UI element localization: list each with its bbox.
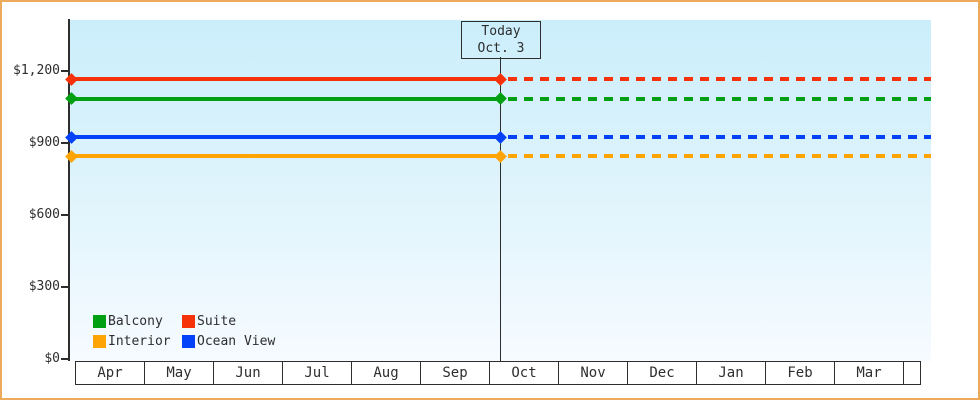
legend-swatch-ocean-view <box>182 335 195 348</box>
legend-swatch-suite <box>182 315 195 328</box>
y-tick-label: $900 <box>28 135 60 150</box>
legend: Balcony Suite Interior Ocean View <box>93 313 275 350</box>
series-line-dashed-suite <box>508 77 931 82</box>
x-axis-months: Apr May Jun Jul Aug Sep Oct Nov Dec Jan Feb Mar <box>75 361 921 385</box>
month-cell-jul: Jul <box>282 361 352 385</box>
month-cell-feb: Feb <box>765 361 835 385</box>
month-cell-may: May <box>144 361 214 385</box>
month-cell-nov: Nov <box>558 361 628 385</box>
month-cell-aug: Aug <box>351 361 421 385</box>
legend-label-interior: Interior <box>108 334 171 349</box>
legend-label-suite: Suite <box>197 314 237 329</box>
legend-item-balcony: Balcony <box>93 313 182 330</box>
legend-swatch-interior <box>93 335 106 348</box>
legend-label-ocean-view: Ocean View <box>197 334 276 349</box>
series-line-dashed-interior <box>508 154 931 159</box>
y-tick-label: $0 <box>44 351 60 366</box>
y-tick-label: $300 <box>28 279 60 294</box>
y-tick-mark <box>61 358 68 360</box>
today-annotation-line1: Today <box>481 24 521 39</box>
series-line-dashed-ocean-view <box>508 135 931 139</box>
series-line-solid-suite <box>70 77 500 82</box>
legend-item-ocean-view: Ocean View <box>182 333 275 350</box>
legend-swatch-balcony <box>93 315 106 328</box>
series-line-solid-balcony <box>70 96 500 101</box>
month-cell-apr: Apr <box>75 361 145 385</box>
legend-label-balcony: Balcony <box>108 314 163 329</box>
legend-item-interior: Interior <box>93 333 182 350</box>
y-tick-mark <box>61 70 68 72</box>
month-cell-mar: Mar <box>834 361 904 385</box>
month-cell-stub <box>903 361 921 385</box>
legend-item-suite: Suite <box>182 313 275 330</box>
series-line-solid-ocean-view <box>70 135 500 139</box>
month-cell-sep: Sep <box>420 361 490 385</box>
y-axis <box>68 19 70 361</box>
today-annotation: Today Oct. 3 <box>461 21 541 59</box>
series-line-solid-interior <box>70 154 500 159</box>
today-annotation-line2: Oct. 3 <box>477 41 525 56</box>
month-cell-jun: Jun <box>213 361 283 385</box>
today-marker-line <box>500 57 501 361</box>
y-tick-label: $600 <box>28 207 60 222</box>
month-cell-oct: Oct <box>489 361 559 385</box>
month-cell-dec: Dec <box>627 361 697 385</box>
y-tick-label: $1,200 <box>13 63 60 78</box>
y-tick-mark <box>61 142 68 144</box>
month-cell-jan: Jan <box>696 361 766 385</box>
y-tick-mark <box>61 214 68 216</box>
y-tick-mark <box>61 286 68 288</box>
series-line-dashed-balcony <box>508 96 931 101</box>
